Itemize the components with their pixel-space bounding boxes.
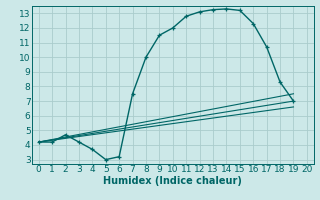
- X-axis label: Humidex (Indice chaleur): Humidex (Indice chaleur): [103, 176, 242, 186]
